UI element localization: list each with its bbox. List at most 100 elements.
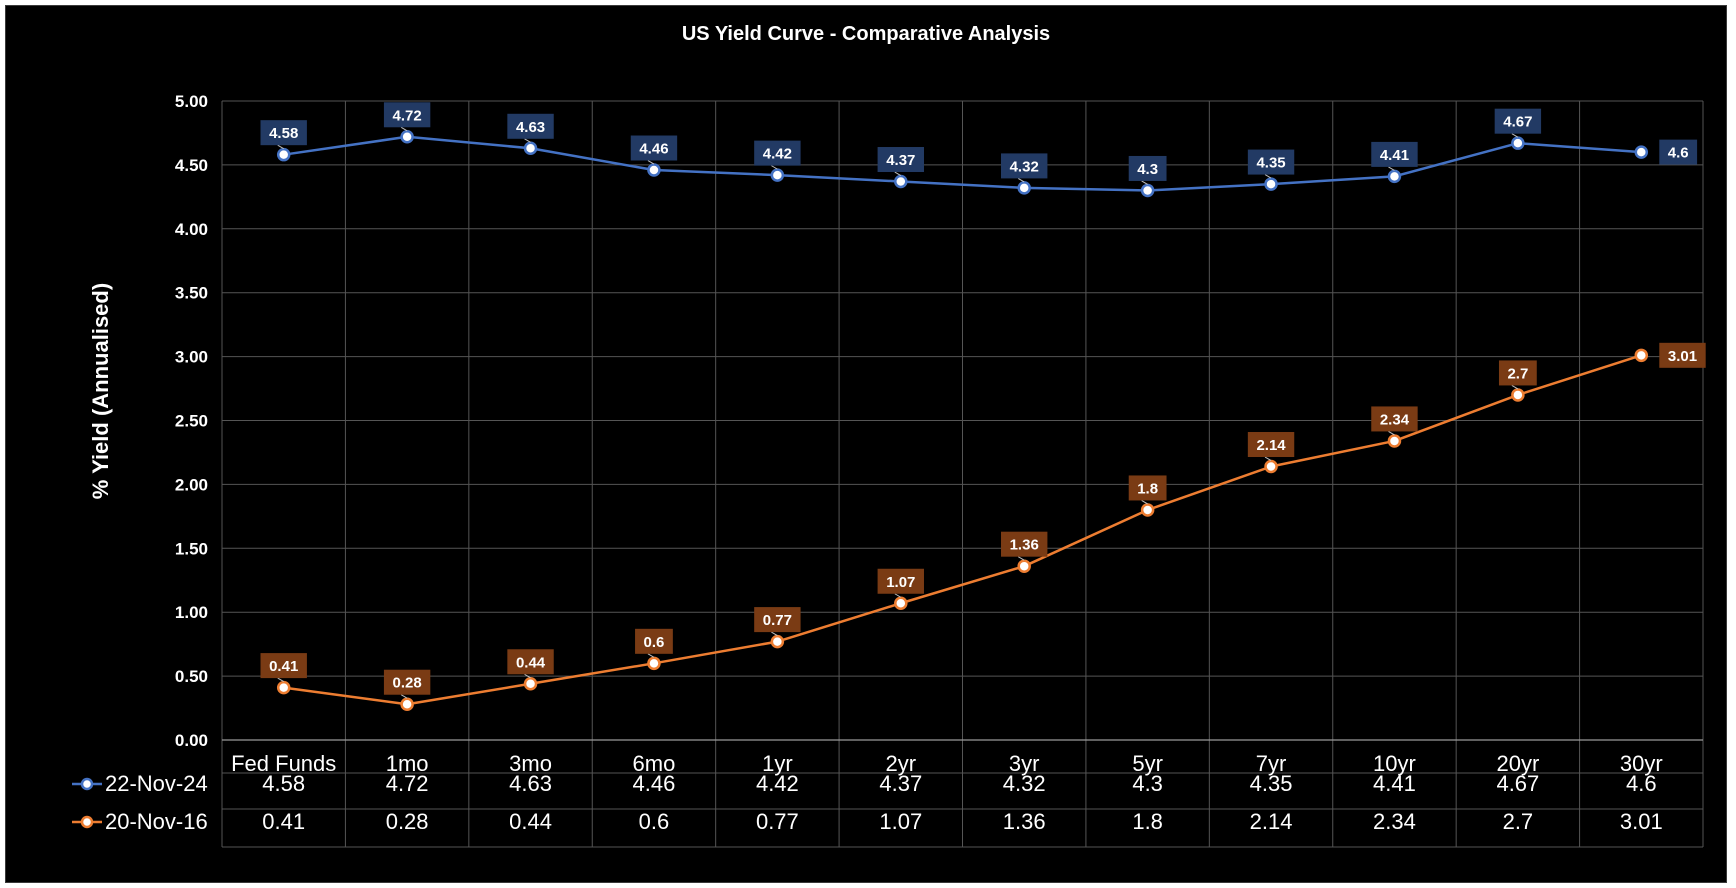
data-label-box [1001, 153, 1048, 179]
data-label-text: 1.36 [1010, 537, 1039, 554]
data-label-box [1247, 149, 1295, 175]
data-label: 1.07 [877, 568, 924, 598]
data-point [276, 147, 291, 162]
table-cell: 4.42 [756, 771, 799, 796]
table-cell: 0.41 [262, 809, 305, 834]
y-tick-label: 5.00 [175, 92, 208, 111]
data-point [400, 130, 414, 144]
series-layer [276, 130, 1649, 711]
data-label: 4.35 [1247, 149, 1295, 179]
series-line-1 [283, 354, 1642, 706]
data-label-text: 0.6 [644, 634, 665, 651]
data-point [1017, 559, 1031, 573]
table-cell: 2.34 [1373, 809, 1416, 834]
data-label-leader [771, 165, 778, 170]
table-cell: 4.46 [633, 771, 676, 796]
data-label: 0.77 [754, 607, 801, 637]
y-tick-label: 4.00 [175, 220, 208, 239]
data-label-box [1001, 531, 1048, 557]
x-tick-label: 7yr [1256, 751, 1287, 776]
table-cell: 4.37 [879, 771, 922, 796]
data-label-text: 1.07 [886, 574, 915, 591]
x-axis-ticks: Fed Funds 1mo 3mo 6mo 1yr 2yr 3yr 5yr 7yr 10yr 20y… [231, 751, 1663, 776]
x-tick-label: 1yr [762, 751, 793, 776]
data-label-text: 2.14 [1256, 437, 1286, 454]
data-label-text: 0.28 [393, 675, 422, 692]
data-label-leader [1141, 180, 1148, 185]
data-point [770, 634, 785, 649]
data-label-text: 0.77 [763, 612, 792, 629]
line-chart: US Yield Curve - Comparative Analysis % … [72, 23, 1706, 848]
data-label: 4.58 [260, 120, 307, 150]
data-point [523, 141, 538, 156]
data-label-box [877, 568, 924, 594]
data-label-text: 2.7 [1507, 365, 1528, 382]
series-line-0 [283, 135, 1642, 192]
data-point [1140, 183, 1155, 198]
data-label: 0.28 [383, 669, 431, 699]
data-point [276, 680, 291, 695]
data-label-text: 4.58 [269, 125, 298, 142]
table-cell: 2.7 [1503, 809, 1534, 834]
data-point [1387, 169, 1402, 184]
table-cell: 4.72 [386, 771, 429, 796]
data-label-box [1371, 406, 1418, 432]
data-label: 4.41 [1371, 141, 1418, 171]
x-tick-label: 10yr [1373, 751, 1416, 776]
table-cell: 4.35 [1250, 771, 1293, 796]
data-label-text: 4.6 [1668, 145, 1689, 162]
data-label-leader [1141, 500, 1148, 505]
x-tick-label: 1mo [386, 751, 429, 776]
data-label: 2.34 [1371, 406, 1418, 436]
data-label-leader [524, 673, 531, 679]
y-tick-label: 0.00 [175, 731, 208, 750]
table-cell: 0.44 [509, 809, 552, 834]
data-label: 4.32 [1001, 153, 1048, 183]
x-tick-label: Fed Funds [231, 751, 336, 776]
data-label: 1.8 [1128, 475, 1167, 505]
data-label-box [260, 653, 307, 679]
chart-title: US Yield Curve - Comparative Analysis [682, 23, 1050, 45]
y-tick-label: 2.00 [175, 475, 208, 494]
data-label-leader [277, 677, 284, 683]
data-label-leader [1017, 556, 1025, 561]
data-label-text: 4.35 [1256, 155, 1285, 172]
data-label-text: 4.72 [393, 107, 422, 124]
data-label-text: 4.3 [1137, 161, 1158, 178]
data-label-text: 1.8 [1137, 480, 1158, 497]
data-point [1634, 145, 1649, 159]
data-point [894, 596, 908, 611]
data-label: 4.67 [1494, 108, 1542, 138]
data-label: 4.3 [1128, 155, 1167, 185]
data-label-text: 4.41 [1380, 147, 1409, 164]
y-axis-ticks: 0.00 0.50 1.00 1.50 2.00 2.50 3.00 3.50 4.00 4.50… [175, 92, 208, 750]
data-label-box [1247, 432, 1295, 458]
data-label-text: 4.67 [1503, 114, 1532, 131]
data-point [400, 697, 414, 711]
y-tick-label: 3.50 [175, 284, 208, 303]
x-tick-label: 30yr [1620, 751, 1663, 776]
data-label-leader [1511, 385, 1519, 390]
data-label: 0.6 [635, 628, 673, 658]
data-label-text: 0.41 [269, 658, 298, 675]
table-cell: 3.01 [1620, 809, 1663, 834]
grid [221, 100, 1704, 847]
data-label-text: 2.34 [1380, 411, 1410, 428]
data-label-text: 4.63 [516, 119, 545, 136]
data-label: 3.01 [1659, 342, 1706, 368]
legend-label: 22-Nov-24 [105, 771, 208, 796]
data-point [1634, 348, 1649, 363]
data-label-box [260, 120, 307, 146]
data-label: 1.36 [1001, 531, 1048, 561]
data-labels: 4.58 4.72 4.63 4.46 4.42 4.37 4.32 4.3 4.35 4.41 4… [260, 102, 1706, 699]
data-label-leader [277, 144, 284, 150]
data-label-box [630, 135, 678, 161]
data-label-box [1498, 360, 1537, 386]
data-label-box [754, 140, 801, 166]
table-cell: 4.58 [262, 771, 305, 796]
data-label: 4.72 [383, 102, 431, 132]
data-label-leader [647, 160, 655, 165]
data-label-leader [1017, 177, 1025, 183]
data-label-text: 4.37 [886, 152, 915, 169]
data-point [1511, 388, 1525, 402]
